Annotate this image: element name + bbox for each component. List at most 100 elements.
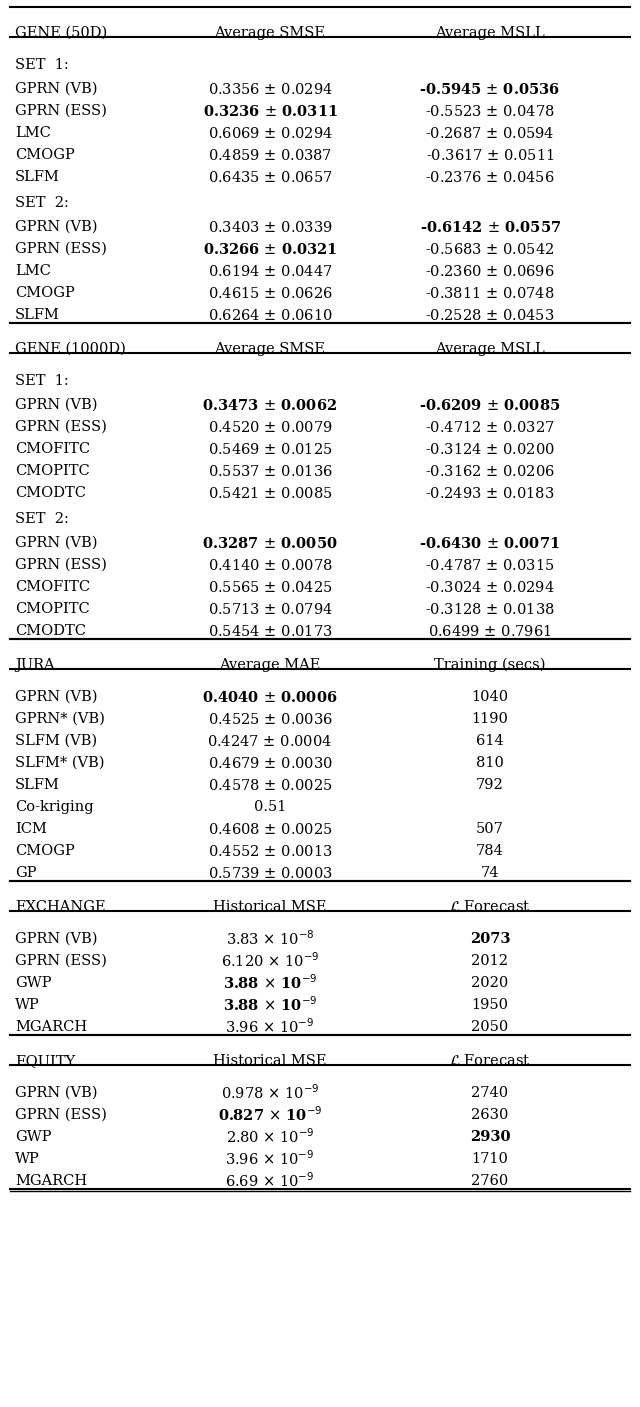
Text: 507: 507 <box>476 822 504 836</box>
Text: 6.120 $\times$ 10$^{-9}$: 6.120 $\times$ 10$^{-9}$ <box>221 951 319 971</box>
Text: SLFM (VB): SLFM (VB) <box>15 734 97 749</box>
Text: GPRN (VB): GPRN (VB) <box>15 1086 97 1100</box>
Text: 2760: 2760 <box>472 1173 509 1188</box>
Text: 0.4247 $\pm$ 0.0004: 0.4247 $\pm$ 0.0004 <box>207 733 333 749</box>
Text: -0.3162 $\pm$ 0.0206: -0.3162 $\pm$ 0.0206 <box>425 463 555 478</box>
Text: 0.51: 0.51 <box>254 801 286 815</box>
Text: SLFM: SLFM <box>15 308 60 322</box>
Text: Co-kriging: Co-kriging <box>15 801 93 815</box>
Text: 2930: 2930 <box>470 1130 510 1144</box>
Text: SET  2:: SET 2: <box>15 196 69 210</box>
Text: 0.4140 $\pm$ 0.0078: 0.4140 $\pm$ 0.0078 <box>207 557 333 573</box>
Text: 3.88 $\times$ 10$^{-9}$: 3.88 $\times$ 10$^{-9}$ <box>223 974 317 992</box>
Text: CMOGP: CMOGP <box>15 844 75 858</box>
Text: 0.3473 $\pm$ 0.0062: 0.3473 $\pm$ 0.0062 <box>202 398 337 412</box>
Text: 0.5469 $\pm$ 0.0125: 0.5469 $\pm$ 0.0125 <box>207 442 332 456</box>
Text: GWP: GWP <box>15 976 51 991</box>
Text: Average MSLL: Average MSLL <box>435 342 545 356</box>
Text: 0.3266 $\pm$ 0.0321: 0.3266 $\pm$ 0.0321 <box>203 242 337 256</box>
Text: GP: GP <box>15 865 36 879</box>
Text: 0.6069 $\pm$ 0.0294: 0.6069 $\pm$ 0.0294 <box>207 125 332 141</box>
Text: GPRN (VB): GPRN (VB) <box>15 82 97 96</box>
Text: 2012: 2012 <box>472 954 509 968</box>
Text: -0.4787 $\pm$ 0.0315: -0.4787 $\pm$ 0.0315 <box>425 557 555 573</box>
Text: 0.5739 $\pm$ 0.0003: 0.5739 $\pm$ 0.0003 <box>208 865 332 881</box>
Text: 0.5454 $\pm$ 0.0173: 0.5454 $\pm$ 0.0173 <box>207 623 332 639</box>
Text: CMODTC: CMODTC <box>15 623 86 637</box>
Text: 0.4615 $\pm$ 0.0626: 0.4615 $\pm$ 0.0626 <box>207 286 333 301</box>
Text: WP: WP <box>15 998 40 1012</box>
Text: GPRN* (VB): GPRN* (VB) <box>15 712 105 726</box>
Text: GPRN (VB): GPRN (VB) <box>15 689 97 704</box>
Text: Average MAE: Average MAE <box>220 658 321 673</box>
Text: 0.3356 $\pm$ 0.0294: 0.3356 $\pm$ 0.0294 <box>207 82 332 97</box>
Text: -0.3124 $\pm$ 0.0200: -0.3124 $\pm$ 0.0200 <box>425 442 555 456</box>
Text: 0.6264 $\pm$ 0.0610: 0.6264 $\pm$ 0.0610 <box>207 308 333 322</box>
Text: GPRN (ESS): GPRN (ESS) <box>15 954 107 968</box>
Text: LMC: LMC <box>15 265 51 279</box>
Text: GPRN (ESS): GPRN (ESS) <box>15 1107 107 1121</box>
Text: 0.5713 $\pm$ 0.0794: 0.5713 $\pm$ 0.0794 <box>207 602 332 616</box>
Text: 0.5565 $\pm$ 0.0425: 0.5565 $\pm$ 0.0425 <box>207 580 332 595</box>
Text: GPRN (VB): GPRN (VB) <box>15 536 97 550</box>
Text: 0.4679 $\pm$ 0.0030: 0.4679 $\pm$ 0.0030 <box>207 756 333 771</box>
Text: 0.4859 $\pm$ 0.0387: 0.4859 $\pm$ 0.0387 <box>208 148 332 162</box>
Text: GENE (50D): GENE (50D) <box>15 25 108 39</box>
Text: 74: 74 <box>481 865 499 879</box>
Text: 784: 784 <box>476 844 504 858</box>
Text: 6.69 $\times$ 10$^{-9}$: 6.69 $\times$ 10$^{-9}$ <box>225 1172 315 1190</box>
Text: -0.5683 $\pm$ 0.0542: -0.5683 $\pm$ 0.0542 <box>426 242 555 256</box>
Text: CMOPITC: CMOPITC <box>15 464 90 478</box>
Text: GPRN (ESS): GPRN (ESS) <box>15 421 107 433</box>
Text: -0.3811 $\pm$ 0.0748: -0.3811 $\pm$ 0.0748 <box>425 286 555 301</box>
Text: MGARCH: MGARCH <box>15 1020 87 1034</box>
Text: 0.4520 $\pm$ 0.0079: 0.4520 $\pm$ 0.0079 <box>207 419 332 435</box>
Text: GENE (1000D): GENE (1000D) <box>15 342 126 356</box>
Text: -0.4712 $\pm$ 0.0327: -0.4712 $\pm$ 0.0327 <box>425 419 555 435</box>
Text: $\mathcal{L}$ Forecast: $\mathcal{L}$ Forecast <box>449 900 531 915</box>
Text: 2740: 2740 <box>472 1086 509 1100</box>
Text: 2073: 2073 <box>470 931 510 946</box>
Text: GPRN (VB): GPRN (VB) <box>15 931 97 946</box>
Text: 614: 614 <box>476 734 504 749</box>
Text: -0.5945 $\pm$ 0.0536: -0.5945 $\pm$ 0.0536 <box>419 82 561 97</box>
Text: 0.4552 $\pm$ 0.0013: 0.4552 $\pm$ 0.0013 <box>207 844 332 858</box>
Text: 3.96 $\times$ 10$^{-9}$: 3.96 $\times$ 10$^{-9}$ <box>225 1017 315 1037</box>
Text: -0.2360 $\pm$ 0.0696: -0.2360 $\pm$ 0.0696 <box>425 263 555 279</box>
Text: 0.6499 $\pm$ 0.7961: 0.6499 $\pm$ 0.7961 <box>428 623 552 639</box>
Text: CMOFITC: CMOFITC <box>15 580 90 594</box>
Text: 3.83 $\times$ 10$^{-8}$: 3.83 $\times$ 10$^{-8}$ <box>225 930 314 948</box>
Text: WP: WP <box>15 1152 40 1166</box>
Text: Training (secs): Training (secs) <box>435 658 546 673</box>
Text: GPRN (ESS): GPRN (ESS) <box>15 104 107 118</box>
Text: MGARCH: MGARCH <box>15 1173 87 1188</box>
Text: 0.4040 $\pm$ 0.0006: 0.4040 $\pm$ 0.0006 <box>202 689 338 705</box>
Text: 1950: 1950 <box>472 998 509 1012</box>
Text: CMOPITC: CMOPITC <box>15 602 90 616</box>
Text: 0.6435 $\pm$ 0.0657: 0.6435 $\pm$ 0.0657 <box>208 169 332 184</box>
Text: -0.6142 $\pm$ 0.0557: -0.6142 $\pm$ 0.0557 <box>419 219 561 235</box>
Text: GWP: GWP <box>15 1130 51 1144</box>
Text: -0.3617 $\pm$ 0.0511: -0.3617 $\pm$ 0.0511 <box>426 148 554 162</box>
Text: CMODTC: CMODTC <box>15 485 86 499</box>
Text: GPRN (ESS): GPRN (ESS) <box>15 559 107 573</box>
Text: Average SMSE: Average SMSE <box>214 25 326 39</box>
Text: ICM: ICM <box>15 822 47 836</box>
Text: 792: 792 <box>476 778 504 792</box>
Text: Average SMSE: Average SMSE <box>214 342 326 356</box>
Text: 810: 810 <box>476 756 504 770</box>
Text: JURA: JURA <box>15 658 54 673</box>
Text: CMOGP: CMOGP <box>15 286 75 300</box>
Text: SLFM* (VB): SLFM* (VB) <box>15 756 104 770</box>
Text: 0.4525 $\pm$ 0.0036: 0.4525 $\pm$ 0.0036 <box>207 712 333 726</box>
Text: 2020: 2020 <box>472 976 509 991</box>
Text: $\mathcal{L}$ Forecast: $\mathcal{L}$ Forecast <box>449 1054 531 1068</box>
Text: 0.6194 $\pm$ 0.0447: 0.6194 $\pm$ 0.0447 <box>207 263 332 279</box>
Text: GPRN (VB): GPRN (VB) <box>15 398 97 412</box>
Text: 2050: 2050 <box>472 1020 509 1034</box>
Text: 1040: 1040 <box>472 689 509 704</box>
Text: -0.2376 $\pm$ 0.0456: -0.2376 $\pm$ 0.0456 <box>425 169 555 184</box>
Text: 2630: 2630 <box>471 1107 509 1121</box>
Text: 0.4578 $\pm$ 0.0025: 0.4578 $\pm$ 0.0025 <box>208 778 332 792</box>
Text: -0.2528 $\pm$ 0.0453: -0.2528 $\pm$ 0.0453 <box>426 308 555 322</box>
